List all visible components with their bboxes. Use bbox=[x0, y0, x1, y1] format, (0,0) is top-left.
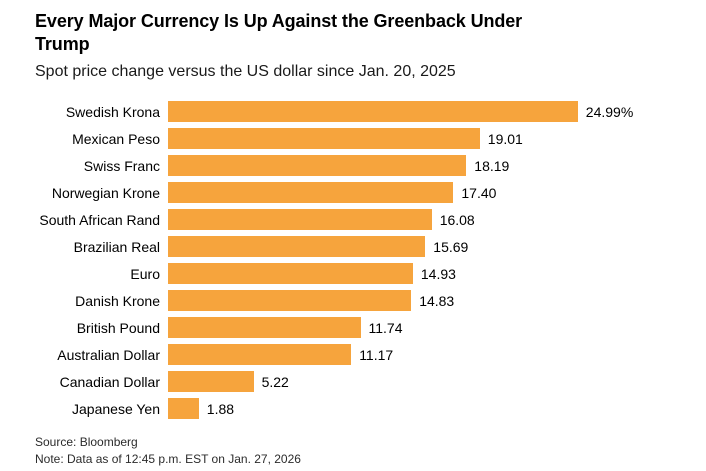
category-label: South African Rand bbox=[39, 211, 160, 228]
category-label: Norwegian Krone bbox=[51, 184, 160, 201]
category-label: Canadian Dollar bbox=[59, 373, 160, 390]
bar bbox=[168, 128, 480, 149]
bar bbox=[168, 263, 413, 284]
category-label: Japanese Yen bbox=[72, 400, 160, 417]
bar-track: 11.17 bbox=[168, 341, 676, 368]
category-label: Brazilian Real bbox=[73, 238, 160, 255]
chart-row: Swiss Franc 18.19 bbox=[35, 152, 676, 179]
category-label: Danish Krone bbox=[75, 292, 160, 309]
chart-row: Norwegian Krone 17.40 bbox=[35, 179, 676, 206]
value-label: 15.69 bbox=[433, 238, 469, 255]
chart-footer: Source: Bloomberg Note: Data as of 12:45… bbox=[35, 434, 676, 468]
value-label: 18.19 bbox=[474, 157, 510, 174]
value-label: 16.08 bbox=[439, 211, 475, 228]
bar bbox=[168, 398, 199, 419]
bar-track: 19.01 bbox=[168, 125, 676, 152]
chart-row: Danish Krone 14.83 bbox=[35, 287, 676, 314]
chart-row: South African Rand 16.08 bbox=[35, 206, 676, 233]
chart-row: British Pound 11.74 bbox=[35, 314, 676, 341]
value-label: 17.40 bbox=[461, 184, 497, 201]
bar bbox=[168, 290, 412, 311]
bar-track: 16.08 bbox=[168, 206, 676, 233]
bar bbox=[168, 317, 361, 338]
value-label: 11.74 bbox=[368, 319, 403, 336]
chart-row: Swedish Krona 24.99% bbox=[35, 98, 676, 125]
bar bbox=[168, 209, 432, 230]
value-label: 24.99% bbox=[585, 103, 634, 120]
value-label: 1.88 bbox=[206, 400, 235, 417]
bar-track: 1.88 bbox=[168, 395, 676, 422]
chart-row: Japanese Yen 1.88 bbox=[35, 395, 676, 422]
data-note: Note: Data as of 12:45 p.m. EST on Jan. … bbox=[35, 452, 301, 466]
bar bbox=[168, 371, 254, 392]
bar-track: 5.22 bbox=[168, 368, 676, 395]
bar bbox=[168, 344, 352, 365]
bar bbox=[168, 101, 578, 122]
value-label: 11.17 bbox=[359, 346, 394, 363]
bar bbox=[168, 155, 467, 176]
value-label: 14.83 bbox=[419, 292, 455, 309]
value-label: 5.22 bbox=[261, 373, 289, 390]
category-label: Mexican Peso bbox=[72, 130, 160, 147]
category-label: British Pound bbox=[76, 319, 160, 336]
chart-row: Australian Dollar 11.17 bbox=[35, 341, 676, 368]
value-label: 14.93 bbox=[420, 265, 456, 282]
bar-track: 24.99% bbox=[168, 98, 676, 125]
bar-track: 15.69 bbox=[168, 233, 676, 260]
bar-track: 17.40 bbox=[168, 179, 676, 206]
bar-track: 11.74 bbox=[168, 314, 676, 341]
bar-chart: Swedish Krona 24.99% Mexican Peso 19.01 … bbox=[35, 98, 676, 422]
source-note: Source: Bloomberg bbox=[35, 435, 138, 449]
category-label: Swedish Krona bbox=[65, 103, 160, 120]
bar-track: 14.83 bbox=[168, 287, 676, 314]
chart-title: Every Major Currency Is Up Against the G… bbox=[35, 11, 523, 54]
chart-row: Mexican Peso 19.01 bbox=[35, 125, 676, 152]
chart-subtitle: Spot price change versus the US dollar s… bbox=[35, 63, 456, 80]
bar-track: 18.19 bbox=[168, 152, 676, 179]
category-label: Swiss Franc bbox=[83, 157, 160, 174]
bar-track: 14.93 bbox=[168, 260, 676, 287]
chart-row: Euro 14.93 bbox=[35, 260, 676, 287]
value-label: 19.01 bbox=[487, 130, 523, 147]
chart-row: Brazilian Real 15.69 bbox=[35, 233, 676, 260]
chart-row: Canadian Dollar 5.22 bbox=[35, 368, 676, 395]
category-label: Euro bbox=[130, 265, 160, 282]
bar bbox=[168, 236, 426, 257]
bar bbox=[168, 182, 454, 203]
category-label: Australian Dollar bbox=[57, 346, 160, 363]
